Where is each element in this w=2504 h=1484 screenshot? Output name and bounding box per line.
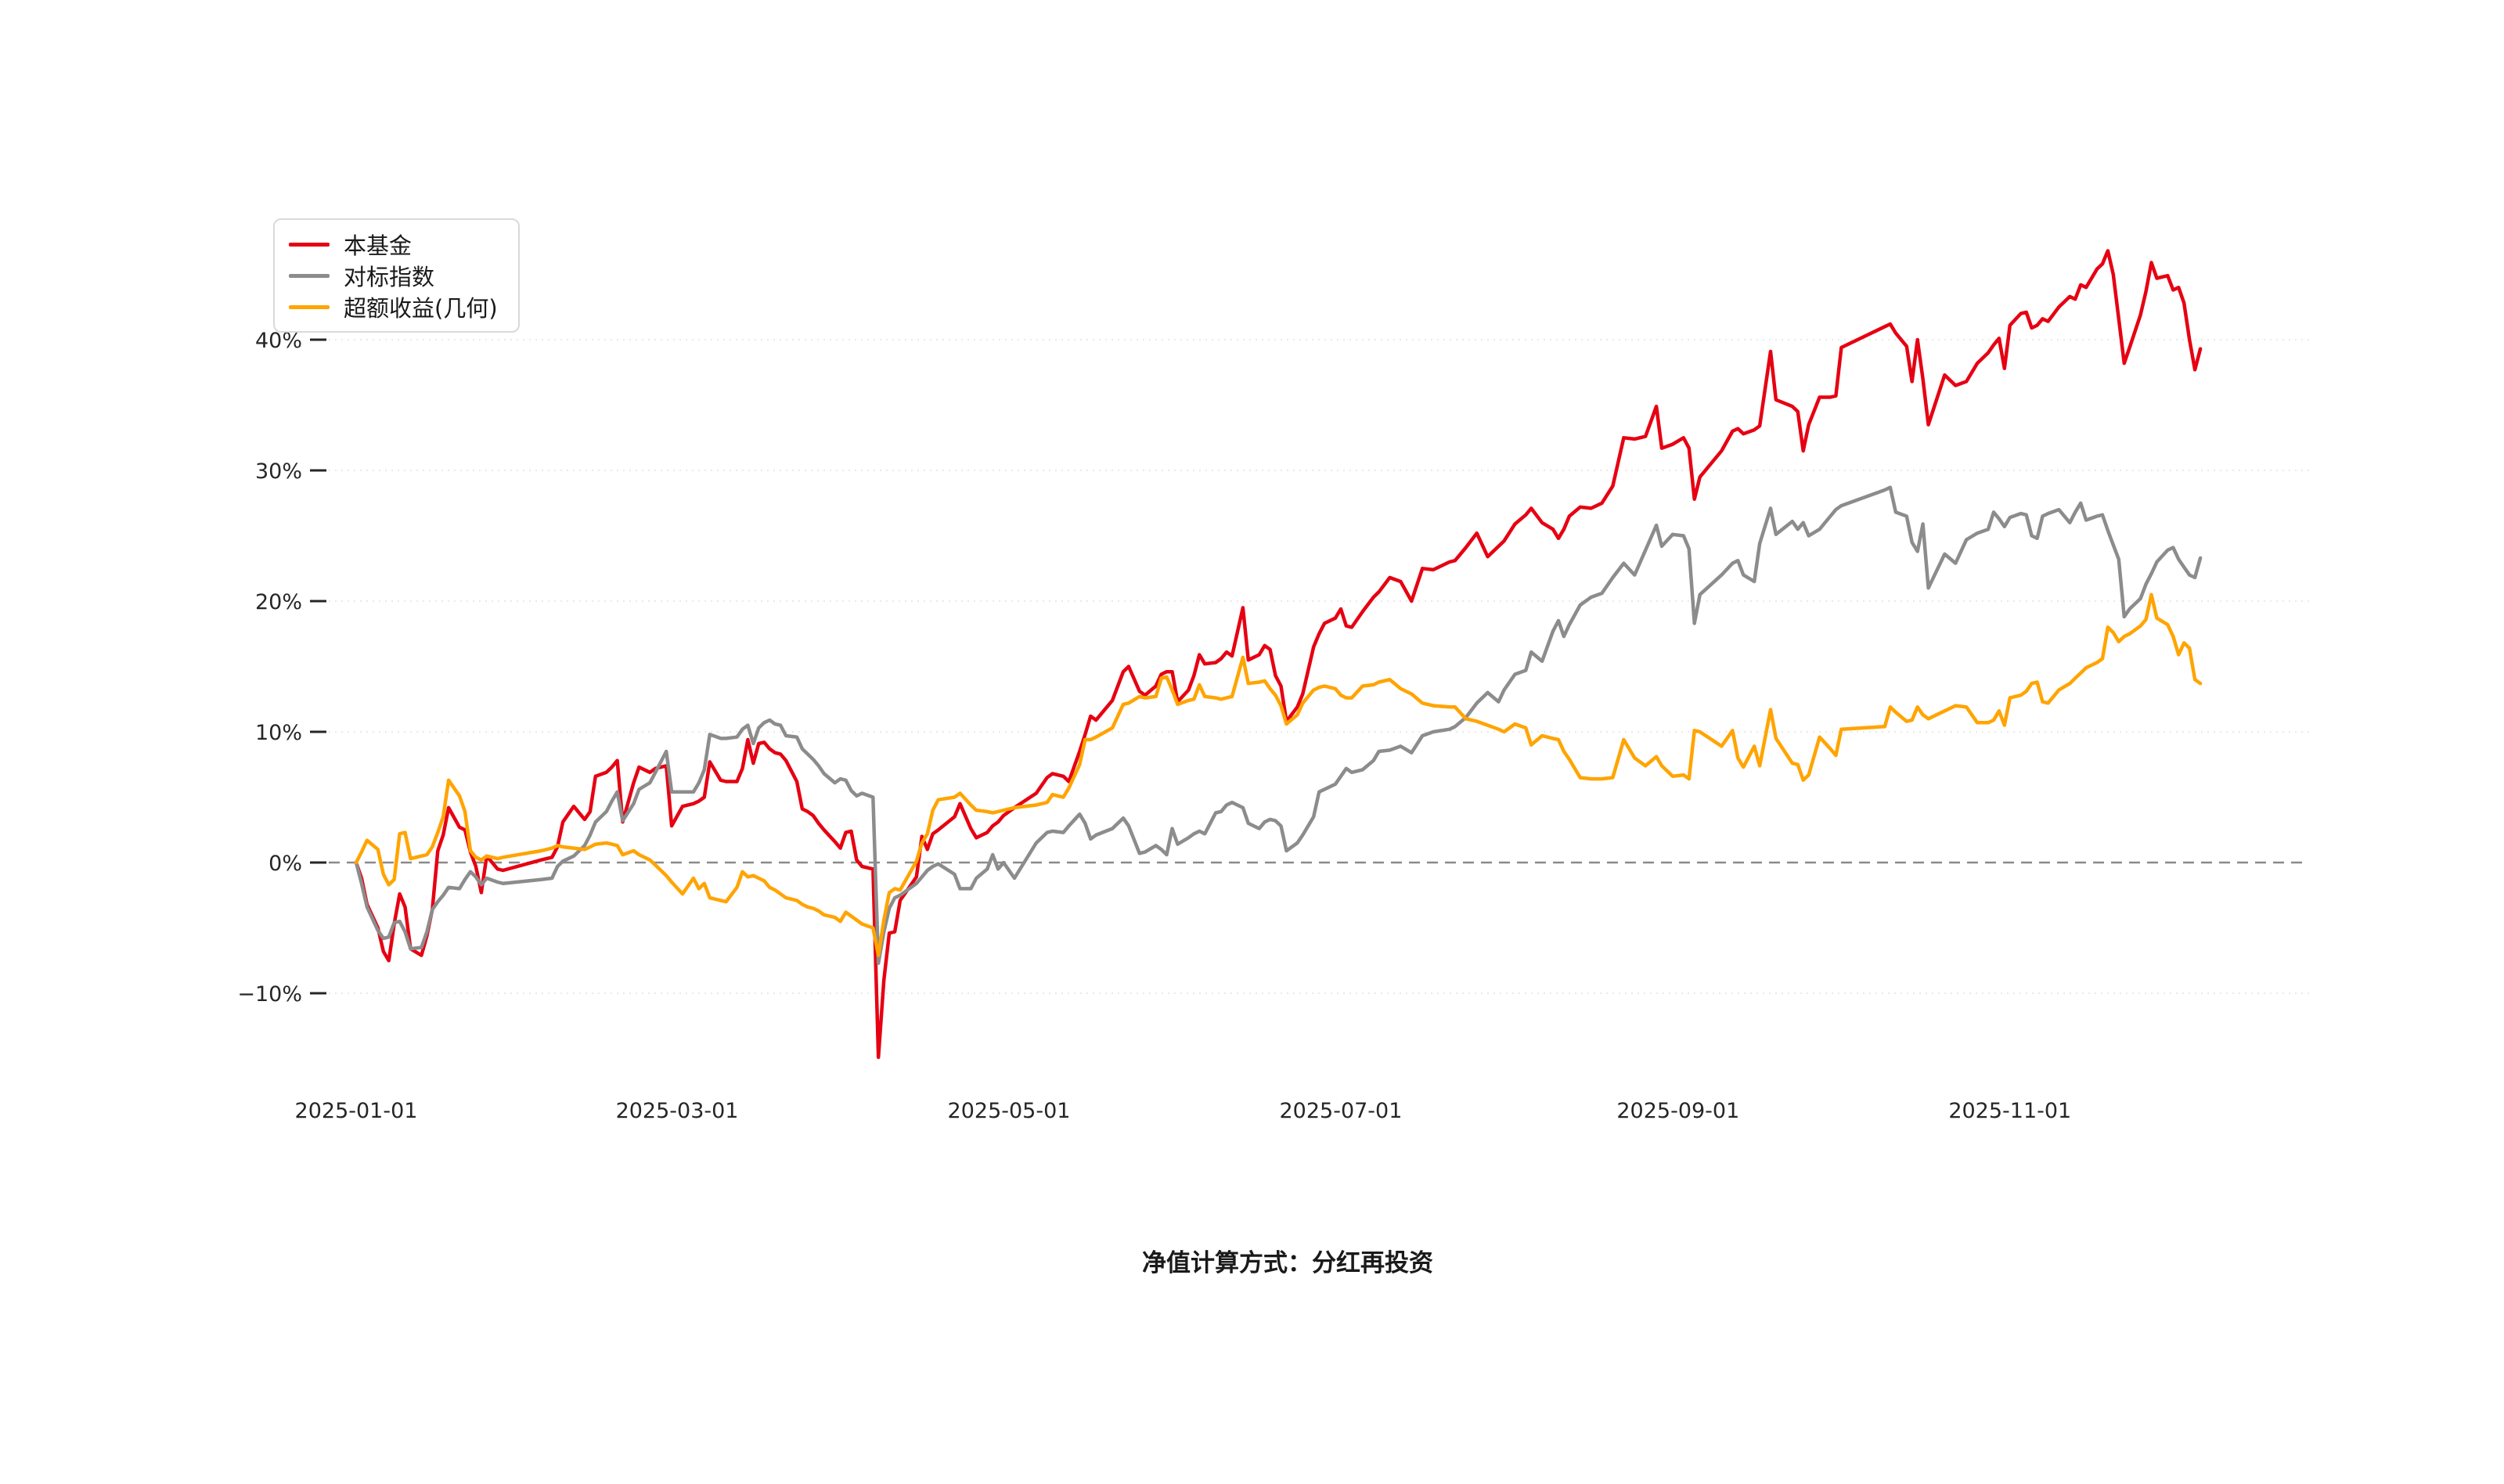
legend-item-excess: 超额收益(几何): [289, 292, 498, 322]
series-excess-line: [354, 593, 2203, 957]
y-axis-tick-label: 10%: [255, 721, 302, 745]
y-axis: 40% 30% 20% 10% 0% −10%: [237, 329, 326, 1007]
x-axis-tick-label: 2025-11-01: [1948, 1099, 2071, 1123]
x-axis-tick-label: 2025-07-01: [1279, 1099, 1402, 1123]
excess-line-swatch: [289, 304, 330, 309]
legend-label-benchmark: 对标指数: [344, 264, 435, 290]
y-axis-tick-label: −10%: [237, 982, 302, 1007]
legend-label-fund: 本基金: [344, 232, 413, 259]
x-axis-tick-label: 2025-01-01: [295, 1099, 418, 1123]
series-benchmark-line: [354, 485, 2203, 965]
benchmark-line-swatch: [289, 273, 330, 278]
x-axis: 2025-01-01 2025-03-01 2025-05-01 2025-07-01…: [295, 1099, 2072, 1123]
fund-line-swatch: [289, 242, 330, 247]
series-lines: [354, 249, 2203, 1060]
legend-item-fund: 本基金: [289, 229, 498, 259]
y-axis-tick-label: 40%: [255, 329, 302, 353]
gridlines: [329, 339, 2309, 994]
nav-calculation-note: 净值计算方式：分红再投资: [1142, 1249, 1433, 1277]
series-fund-line: [354, 249, 2203, 1060]
x-axis-tick-label: 2025-03-01: [616, 1099, 739, 1123]
legend-item-benchmark: 对标指数: [289, 261, 498, 290]
y-axis-tick-label: 20%: [255, 590, 302, 614]
x-axis-tick-label: 2025-05-01: [948, 1099, 1071, 1123]
y-axis-tick-label: 30%: [255, 459, 302, 484]
legend: 本基金 对标指数 超额收益(几何): [273, 218, 520, 333]
x-axis-tick-label: 2025-09-01: [1616, 1099, 1739, 1123]
legend-label-excess: 超额收益(几何): [344, 295, 498, 322]
y-axis-tick-label: 0%: [268, 852, 302, 876]
